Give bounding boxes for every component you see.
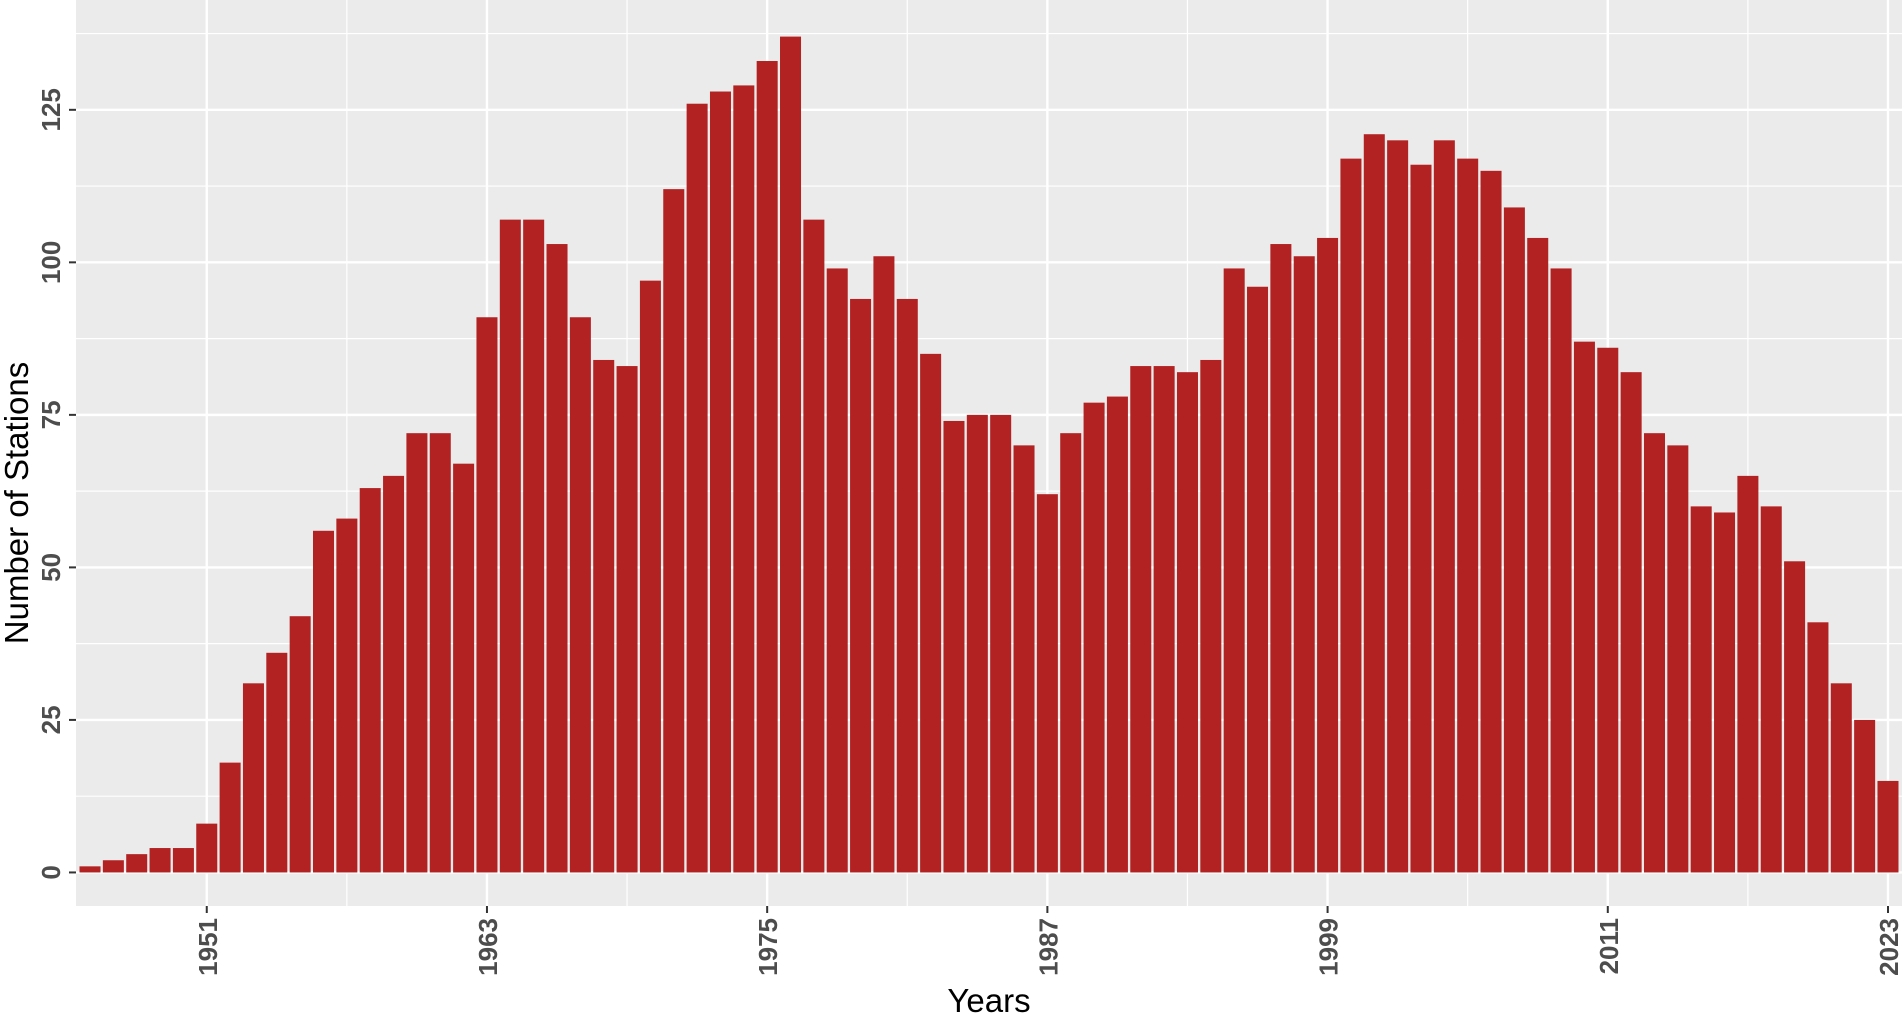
bar-1997: [1270, 244, 1292, 873]
bar-1968: [593, 359, 615, 873]
bar-1988: [1060, 433, 1082, 873]
bar-1975: [756, 61, 778, 873]
bar-1947: [102, 860, 124, 873]
bar-2014: [1667, 445, 1689, 873]
bar-1959: [383, 475, 405, 873]
bar-1998: [1293, 256, 1315, 873]
y-tick-label: 100: [36, 241, 66, 284]
bar-1992: [1153, 366, 1175, 873]
x-axis-ticks: 1951 1963 1975 1987 1999 2011 2023: [193, 906, 1902, 976]
bar-1951: [196, 823, 218, 873]
bar-1946: [79, 866, 101, 873]
bar-1977: [803, 219, 825, 873]
x-tick-label: 1963: [473, 918, 503, 976]
bar-1980: [873, 256, 895, 873]
bar-2011: [1597, 347, 1619, 873]
bar-2015: [1690, 506, 1712, 873]
bar-1970: [639, 280, 661, 873]
bar-2013: [1643, 433, 1665, 873]
bar-1973: [709, 91, 731, 873]
y-tick-label: 125: [36, 88, 66, 131]
bar-1974: [733, 85, 755, 873]
bar-1963: [476, 317, 498, 873]
bar-1983: [943, 420, 965, 873]
bar-1953: [242, 683, 264, 873]
bar-1981: [896, 298, 918, 873]
bar-2002: [1387, 140, 1409, 873]
bar-1967: [569, 317, 591, 873]
bar-1991: [1130, 366, 1152, 873]
bar-1950: [172, 848, 194, 873]
bar-1954: [266, 652, 288, 873]
bar-1972: [686, 103, 708, 873]
bar-2003: [1410, 164, 1432, 873]
bar-2001: [1363, 134, 1385, 873]
bar-1966: [546, 244, 568, 873]
bar-2000: [1340, 158, 1362, 873]
bar-1978: [826, 268, 848, 873]
bar-2016: [1714, 512, 1736, 873]
x-tick-label: 1975: [753, 918, 783, 976]
x-tick-label: 2011: [1594, 918, 1624, 974]
x-tick-label: 1999: [1314, 918, 1344, 976]
bar-1956: [313, 530, 335, 873]
bar-1964: [499, 219, 521, 873]
bar-1971: [663, 189, 685, 873]
bar-1962: [453, 463, 475, 873]
bar-1989: [1083, 402, 1105, 873]
bar-1985: [990, 414, 1012, 873]
bar-1987: [1036, 494, 1058, 873]
x-tick-label: 2023: [1874, 918, 1902, 976]
bar-2005: [1457, 158, 1479, 873]
bar-2006: [1480, 170, 1502, 873]
bar-2018: [1760, 506, 1782, 873]
bar-1990: [1106, 396, 1128, 873]
bar-2019: [1784, 561, 1806, 873]
bar-2020: [1807, 622, 1829, 873]
bar-1999: [1317, 237, 1339, 873]
bar-1994: [1200, 359, 1222, 873]
bar-1993: [1176, 372, 1198, 873]
bar-2009: [1550, 268, 1572, 873]
bar-1952: [219, 762, 241, 873]
bar-1955: [289, 616, 311, 873]
y-tick-label: 50: [36, 553, 66, 582]
bar-1965: [523, 219, 545, 873]
bar-1960: [406, 433, 428, 873]
bar-1948: [126, 854, 148, 873]
bar-2023: [1877, 780, 1899, 873]
bar-2017: [1737, 475, 1759, 873]
bar-2012: [1620, 372, 1642, 873]
bar-1986: [1013, 445, 1035, 873]
y-tick-label: 75: [36, 400, 66, 429]
bar-1995: [1223, 268, 1245, 873]
bar-1982: [920, 353, 942, 873]
bar-1969: [616, 366, 638, 873]
bar-1976: [780, 36, 802, 873]
bar-1979: [850, 298, 872, 873]
y-tick-label: 25: [36, 705, 66, 734]
y-tick-label: 0: [36, 865, 66, 879]
bar-1996: [1247, 286, 1269, 873]
x-tick-label: 1951: [193, 918, 223, 976]
bar-1957: [336, 518, 358, 873]
bar-2004: [1433, 140, 1455, 873]
bar-2007: [1503, 207, 1525, 873]
y-axis-title: Number of Stations: [0, 362, 35, 644]
bar-2021: [1830, 683, 1852, 873]
bar-1949: [149, 848, 171, 873]
bar-2010: [1573, 341, 1595, 873]
x-axis-title: Years: [947, 982, 1030, 1014]
bar-2022: [1854, 719, 1876, 873]
bar-1958: [359, 488, 381, 873]
bars: [79, 36, 1899, 873]
bar-2008: [1527, 237, 1549, 873]
x-tick-label: 1987: [1033, 918, 1063, 976]
bar-1984: [966, 414, 988, 873]
y-axis-ticks: 0 25 50 75 100 125: [36, 88, 76, 880]
bar-1961: [429, 433, 451, 873]
